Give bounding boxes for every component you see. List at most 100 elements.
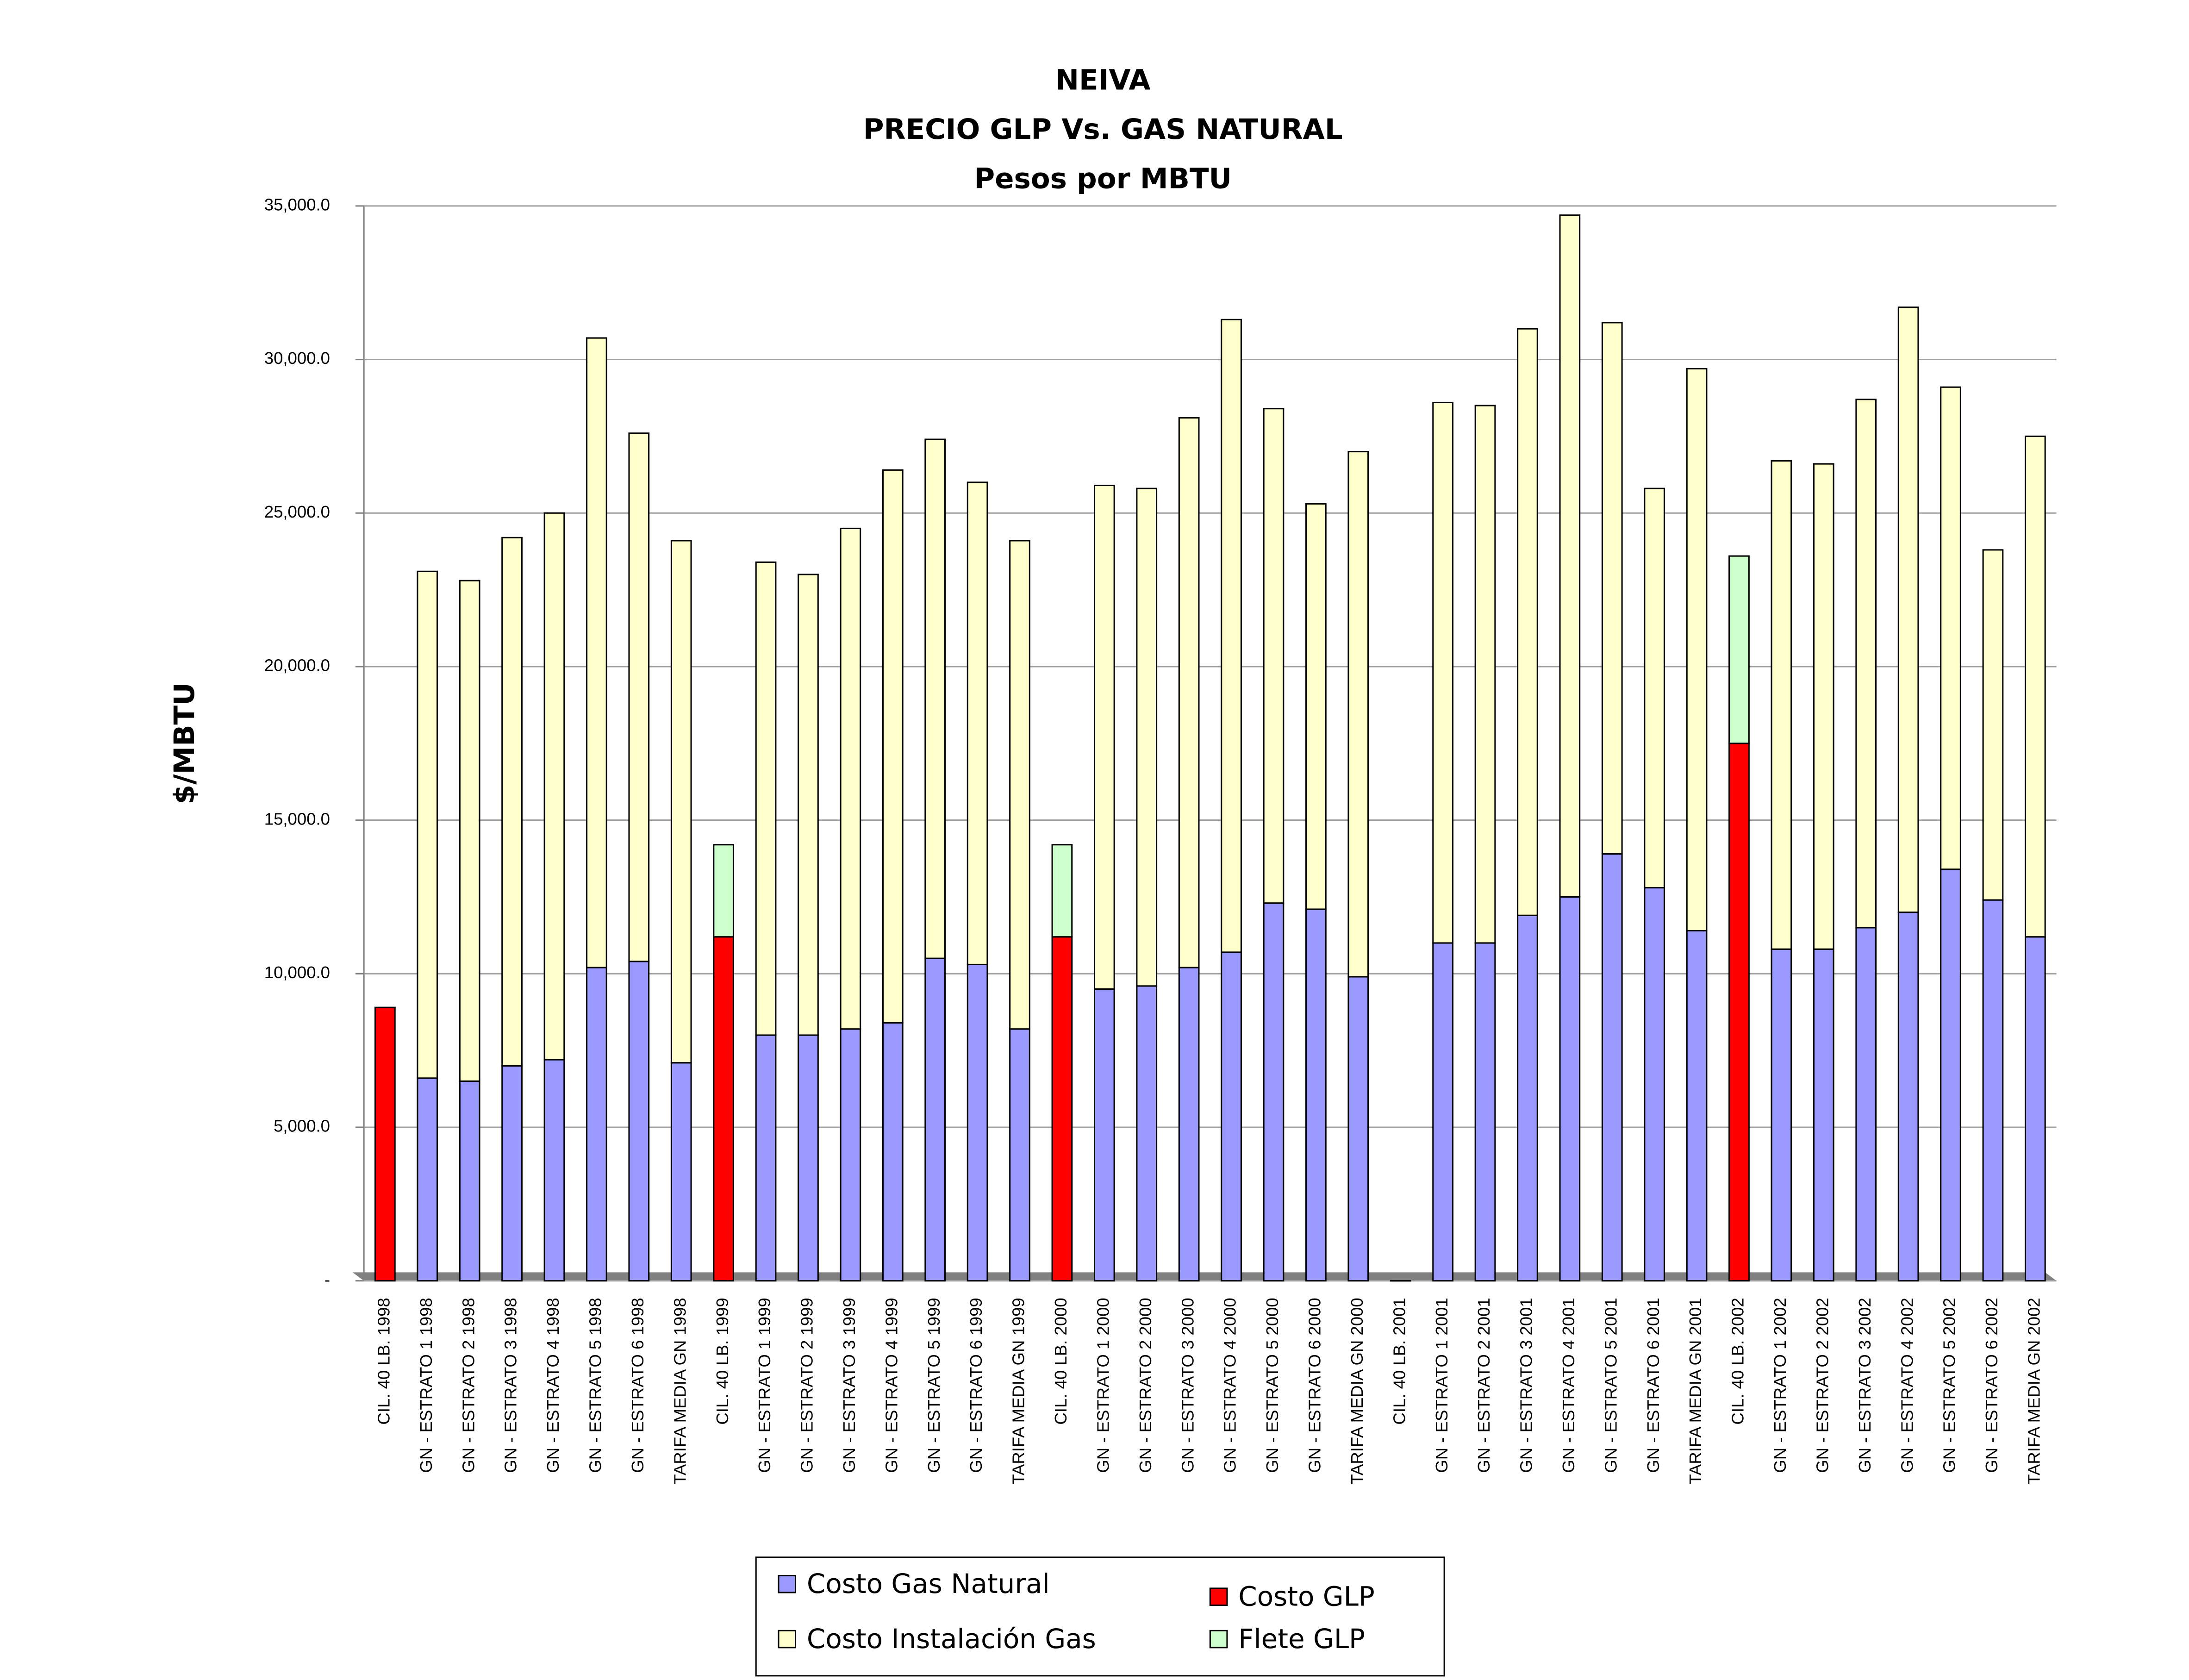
bar-segment [713,844,734,938]
bar-segment [798,1034,819,1282]
bar-segment [1347,451,1369,978]
bar-segment [628,961,650,1282]
bar-segment [1474,942,1496,1282]
bar-segment [755,561,777,1036]
bar-segment [1982,549,2004,901]
bar-segment [1263,902,1285,1282]
bar-segment [1686,930,1708,1282]
x-tick-label: TARIFA MEDIA GN 2001 [1686,1298,1705,1485]
bar-segment [543,1059,565,1282]
bar-segment [967,481,988,965]
legend-box [755,1556,1445,1677]
bar-segment [1644,887,1665,1282]
x-tick-label: CIL. 40 LB. 2001 [1390,1298,1409,1424]
x-tick-label: GN - ESTRATO 6 2001 [1644,1298,1663,1473]
y-tick-label: 25,000.0 [264,502,330,521]
bar-segment [798,574,819,1036]
bar-segment [1728,743,1750,1282]
legend-swatch [778,1630,797,1649]
x-tick-label: GN - ESTRATO 5 2000 [1263,1298,1282,1473]
x-tick-label: TARIFA MEDIA GN 2000 [1347,1298,1366,1485]
bar-segment [1897,306,1919,913]
bar-segment [1559,896,1581,1282]
bar-segment [1940,868,1961,1282]
bar-segment [1897,912,1919,1282]
x-tick-label: CIL. 40 LB. 2000 [1051,1298,1070,1424]
floor [352,1272,2057,1281]
bar-segment [1771,460,1792,950]
x-tick-label: GN - ESTRATO 2 1999 [798,1298,817,1473]
bar-segment [882,1022,904,1282]
bar-segment [1136,487,1158,987]
bar-segment [882,469,904,1024]
bar-segment [1855,927,1877,1282]
y-tick-label: 35,000.0 [264,195,330,214]
x-tick-label: GN - ESTRATO 6 1998 [628,1298,647,1473]
x-tick-label: GN - ESTRATO 3 2002 [1855,1298,1874,1473]
x-tick-label: GN - ESTRATO 1 1998 [417,1298,436,1473]
bar-segment [840,527,861,1030]
x-tick-label: GN - ESTRATO 1 1999 [755,1298,774,1473]
x-tick-label: GN - ESTRATO 6 2002 [1982,1298,2001,1473]
bar-segment [417,570,438,1079]
y-tick-label: 15,000.0 [264,809,330,828]
bar-segment [1601,853,1623,1282]
y-tick-label: 10,000.0 [264,963,330,982]
x-tick-label: GN - ESTRATO 5 1999 [924,1298,943,1473]
bar-segment [670,1062,692,1282]
bar-segment [374,1006,396,1282]
bar-segment [1093,988,1115,1282]
x-tick-label: TARIFA MEDIA GN 1998 [670,1298,689,1485]
x-tick-label: TARIFA MEDIA GN 2002 [2025,1298,2044,1485]
x-tick-label: GN - ESTRATO 3 2001 [1517,1298,1536,1473]
bar-segment [1771,948,1792,1282]
bar-segment [1221,951,1242,1282]
legend-swatch [1209,1630,1228,1649]
bar-segment [1982,899,2004,1282]
y-tick-label: 20,000.0 [264,656,330,675]
x-tick-label: GN - ESTRATO 3 1998 [501,1298,520,1473]
bar-segment [459,580,480,1082]
bar-segment [459,1080,480,1282]
bar-segment [1178,417,1200,968]
bar-segment [713,936,734,1282]
x-tick-label: CIL. 40 LB. 2002 [1728,1298,1747,1424]
bar-segment [1517,328,1538,916]
bar-segment [2025,435,2046,938]
legend-label: Costo Gas Natural [807,1568,1050,1599]
bar-segment [1517,914,1538,1282]
x-tick-label: GN - ESTRATO 4 1999 [882,1298,901,1473]
bar-segment [1221,319,1242,953]
bar-segment [501,1065,523,1282]
bar-segment [1474,405,1496,944]
bar-segment [840,1028,861,1282]
x-tick-label: GN - ESTRATO 5 2002 [1940,1298,1959,1473]
x-tick-label: CIL. 40 LB. 1999 [713,1298,732,1424]
bar-segment [1136,985,1158,1282]
x-tick-label: GN - ESTRATO 2 2001 [1474,1298,1493,1473]
x-tick-label: GN - ESTRATO 2 1998 [459,1298,478,1473]
bar-segment [1009,1028,1030,1282]
bar-segment [1728,555,1750,744]
bar-segment [586,967,607,1282]
bar-segment [924,438,946,959]
x-tick-label: GN - ESTRATO 5 1998 [586,1298,605,1473]
bar-segment [1347,976,1369,1282]
bar-segment [924,957,946,1282]
bar-segment [628,432,650,962]
bar-segment [755,1034,777,1282]
bar-segment [2025,936,2046,1282]
x-tick-label: CIL. 40 LB. 1998 [374,1298,393,1424]
legend-label: Costo Instalación Gas [807,1623,1096,1655]
bar-segment [1432,401,1453,944]
bar-segment [1009,540,1030,1030]
x-tick-label: GN - ESTRATO 6 2000 [1305,1298,1324,1473]
bar-segment [417,1077,438,1282]
bar-segment [1686,368,1708,931]
bar-segment [1432,942,1453,1282]
x-tick-label: GN - ESTRATO 1 2000 [1093,1298,1112,1473]
bar-segment [1813,948,1834,1282]
bar-segment [1178,967,1200,1282]
x-tick-label: GN - ESTRATO 5 2001 [1601,1298,1620,1473]
